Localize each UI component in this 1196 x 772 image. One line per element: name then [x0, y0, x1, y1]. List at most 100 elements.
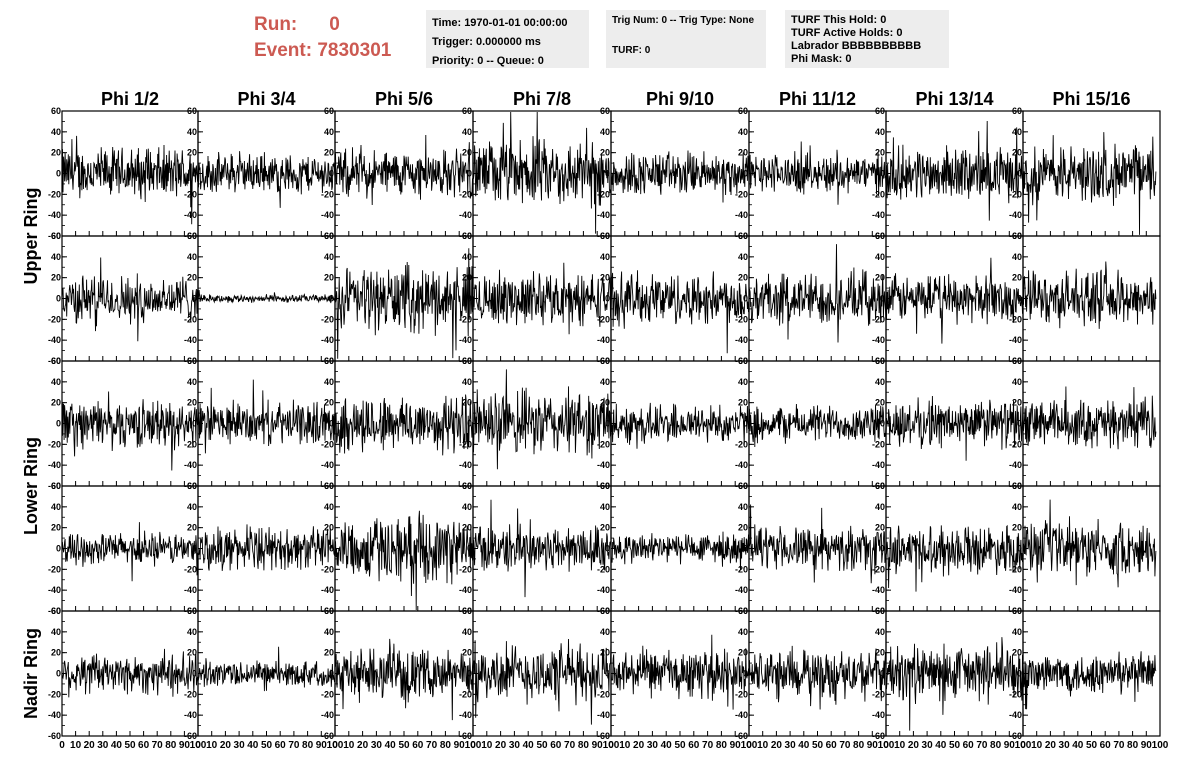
x-tick-label: 30 [509, 740, 521, 751]
y-tick-label: -40 [735, 210, 748, 220]
y-tick-label: -20 [735, 314, 748, 324]
waveform-trace [334, 638, 474, 721]
y-tick-label: 20 [738, 523, 748, 533]
x-tick-label: 60 [550, 740, 562, 751]
y-tick-label: 20 [600, 398, 610, 408]
y-tick-label: 60 [51, 481, 61, 491]
y-tick-label: 0 [56, 669, 61, 679]
x-tick-label: 90 [730, 740, 742, 751]
y-tick-label: -40 [48, 460, 61, 470]
y-tick-label: 60 [875, 481, 885, 491]
x-tick-label: 30 [371, 740, 383, 751]
waveform-trace [334, 394, 474, 456]
turf-info-box: TURF This Hold: 0 TURF Active Holds: 0 L… [785, 10, 949, 68]
y-tick-label: -40 [1009, 335, 1022, 345]
column-title: Phi 11/12 [779, 89, 856, 109]
x-tick-label: 20 [633, 740, 645, 751]
x-tick-label: 40 [935, 740, 947, 751]
y-tick-label: 40 [1012, 127, 1022, 137]
y-tick-label: 20 [187, 398, 197, 408]
x-tick-label: 70 [976, 740, 988, 751]
y-tick-label: 60 [51, 106, 61, 116]
y-tick-label: 60 [1012, 606, 1022, 616]
y-tick-label: 0 [56, 169, 61, 179]
waveform-trace [1022, 132, 1157, 235]
y-tick-label: -20 [48, 189, 61, 199]
y-tick-label: 40 [462, 127, 472, 137]
y-tick-label: 40 [875, 377, 885, 387]
y-tick-label: 0 [1017, 169, 1022, 179]
y-tick-label: 20 [51, 273, 61, 283]
phi-mask-text: Phi Mask: 0 [791, 53, 852, 65]
y-tick-label: -40 [459, 710, 472, 720]
waveform-trace [61, 648, 199, 698]
y-tick-label: -20 [48, 314, 61, 324]
y-tick-label: 0 [880, 419, 885, 429]
x-tick-label: 70 [1113, 740, 1125, 751]
y-tick-label: 60 [51, 231, 61, 241]
y-tick-label: 20 [600, 523, 610, 533]
y-tick-label: -40 [1009, 210, 1022, 220]
y-tick-label: 0 [467, 294, 472, 304]
y-tick-label: 0 [743, 169, 748, 179]
y-tick-label: -20 [872, 689, 885, 699]
y-tick-label: -20 [459, 564, 472, 574]
waveform-trace [748, 403, 887, 448]
y-tick-label: 60 [187, 106, 197, 116]
y-tick-label: 40 [462, 252, 472, 262]
x-tick-label: 80 [302, 740, 314, 751]
y-tick-label: -20 [321, 564, 334, 574]
y-tick-label: -40 [184, 460, 197, 470]
y-tick-label: 0 [192, 294, 197, 304]
y-tick-label: 60 [738, 356, 748, 366]
y-tick-label: 60 [324, 606, 334, 616]
y-tick-label: 40 [462, 502, 472, 512]
y-tick-label: -20 [597, 439, 610, 449]
y-tick-label: 0 [192, 669, 197, 679]
y-tick-label: 60 [324, 481, 334, 491]
panel-frame [334, 110, 474, 237]
x-tick-label: 40 [385, 740, 397, 751]
waveform-trace [885, 120, 1024, 221]
y-tick-label: -60 [48, 731, 61, 741]
trig-num-text: Trig Num: 0 -- Trig Type: None [612, 15, 755, 26]
y-tick-label: 40 [1012, 377, 1022, 387]
y-tick-label: 20 [462, 148, 472, 158]
row-group-label: Nadir Ring [21, 628, 41, 719]
x-tick-label: 10 [481, 740, 493, 751]
y-tick-label: -40 [1009, 710, 1022, 720]
y-tick-label: -40 [1009, 460, 1022, 470]
y-tick-label: 0 [192, 419, 197, 429]
y-tick-label: 20 [1012, 273, 1022, 283]
y-tick-label: 20 [738, 273, 748, 283]
x-tick-label: 20 [84, 740, 96, 751]
y-tick-label: 40 [600, 502, 610, 512]
turf-active-holds-text: TURF Active Holds: 0 [791, 27, 903, 39]
y-tick-label: 60 [324, 231, 334, 241]
y-tick-label: -60 [459, 731, 472, 741]
y-tick-label: -40 [48, 585, 61, 595]
y-tick-label: -20 [184, 439, 197, 449]
y-tick-label: 60 [875, 606, 885, 616]
x-tick-label: 40 [1072, 740, 1084, 751]
x-tick-label: 60 [138, 740, 150, 751]
y-tick-label: 20 [324, 148, 334, 158]
y-tick-label: 40 [738, 127, 748, 137]
row-group-label: Lower Ring [21, 437, 41, 535]
y-tick-label: 40 [324, 627, 334, 637]
y-tick-label: 40 [187, 377, 197, 387]
x-tick-label: 70 [288, 740, 300, 751]
y-tick-label: 0 [880, 669, 885, 679]
y-tick-label: -20 [597, 689, 610, 699]
y-tick-label: -40 [321, 460, 334, 470]
waveform-trace [334, 510, 474, 611]
x-tick-label: 90 [179, 740, 191, 751]
y-tick-label: 60 [600, 356, 610, 366]
y-tick-label: -20 [1009, 564, 1022, 574]
y-tick-label: 20 [738, 648, 748, 658]
y-tick-label: 60 [462, 481, 472, 491]
run-value: 0 [329, 14, 340, 35]
x-tick-label: 50 [124, 740, 136, 751]
y-tick-label: -40 [184, 335, 197, 345]
y-tick-label: -20 [872, 439, 885, 449]
